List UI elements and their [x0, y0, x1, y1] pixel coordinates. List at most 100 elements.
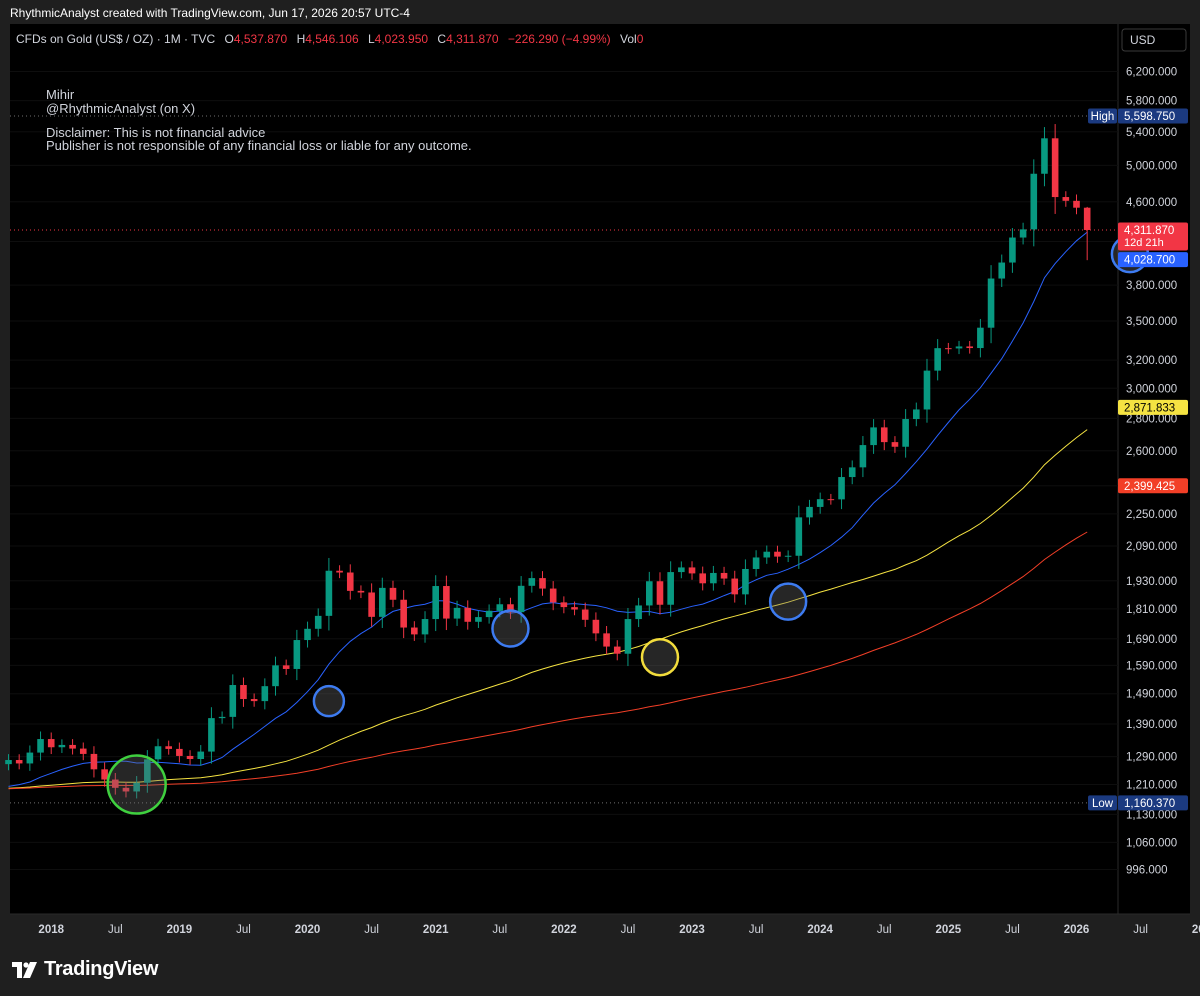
y-tick-label: 1,130.000: [1126, 809, 1177, 821]
candle-body: [453, 607, 461, 619]
volume-value: 0: [637, 32, 644, 46]
tradingview-brand[interactable]: TradingView: [12, 958, 158, 981]
candle-body: [133, 782, 140, 792]
candle: [389, 580, 397, 608]
candle-body: [998, 262, 1006, 279]
candle-body: [1062, 197, 1070, 201]
candle-body: [176, 748, 183, 756]
candle-body: [1009, 237, 1016, 263]
candle-body: [400, 599, 407, 628]
candle: [453, 600, 461, 626]
candle-body: [314, 615, 322, 629]
candle-body: [603, 633, 610, 647]
y-tick-label: 1,060.000: [1126, 837, 1177, 849]
annotation-circle: [640, 637, 680, 677]
x-tick-label: 2024: [807, 924, 833, 936]
currency-selector[interactable]: USD: [1121, 28, 1187, 52]
attribution-text: RhythmicAnalyst created with TradingView…: [10, 6, 410, 20]
candle-body: [688, 567, 696, 574]
low-value: 4,023.950: [375, 32, 429, 46]
price-label: 1,160.370 Low: [1088, 795, 1188, 811]
candle: [795, 505, 803, 569]
plot-area[interactable]: [10, 24, 1118, 914]
note-handle: @RhythmicAnalyst (on X): [46, 101, 195, 116]
x-tick-label: Jul: [1005, 924, 1020, 936]
candle: [272, 656, 279, 696]
candle-body: [592, 619, 600, 634]
price-label: 5,598.750 High: [1088, 108, 1188, 124]
candle: [15, 754, 23, 770]
candle-body: [891, 442, 899, 447]
candle: [1051, 124, 1059, 214]
candle: [891, 436, 899, 453]
price-label-value: 4,028.700: [1124, 255, 1175, 267]
candle-body: [37, 739, 44, 753]
candle-body: [987, 278, 995, 328]
y-tick-label: 996.000: [1126, 865, 1168, 877]
candle: [987, 265, 995, 344]
y-tick-label: 1,210.000: [1126, 780, 1177, 792]
y-tick-label: 1,390.000: [1126, 719, 1177, 731]
symbol-name: CFDs on Gold (US$ / OZ) · 1M · TVC: [16, 32, 215, 46]
candle-body: [1019, 229, 1027, 238]
candle: [934, 339, 941, 381]
price-label: 4,028.700: [1118, 252, 1188, 268]
candle: [977, 318, 984, 358]
moving-average-line: [8, 429, 1088, 789]
candle: [859, 436, 867, 478]
candle: [1041, 127, 1048, 187]
candle-body: [389, 587, 397, 600]
candle: [197, 745, 205, 766]
candle-body: [293, 640, 301, 669]
candle: [571, 601, 578, 616]
candle: [880, 419, 888, 451]
candle: [966, 340, 973, 354]
candle-body: [507, 604, 514, 613]
candle: [1009, 228, 1016, 273]
note-disclaimer-1: Disclaimer: This is not financial advice: [46, 125, 265, 140]
high-value: 4,546.106: [305, 32, 359, 46]
footer: TradingView: [0, 940, 1200, 996]
price-axis[interactable]: [1118, 24, 1190, 914]
change-value: −226.290 (−4.99%): [508, 32, 611, 46]
candle: [475, 611, 482, 628]
candle: [357, 585, 365, 599]
candle: [998, 254, 1006, 287]
candle: [336, 565, 343, 579]
x-tick-label: 2022: [551, 924, 577, 936]
candle-body: [902, 419, 909, 447]
candle: [368, 583, 375, 627]
candle: [1083, 206, 1091, 261]
candle-body: [208, 718, 215, 752]
candle-body: [112, 779, 119, 788]
candle: [304, 621, 311, 648]
candle-body: [485, 610, 493, 618]
candle: [133, 776, 140, 799]
candle: [346, 564, 354, 600]
price-chart[interactable]: 996.000 1,060.000 1,130.000 1,210.000 1,290.…: [0, 24, 1200, 940]
x-tick-label: Jul: [236, 924, 251, 936]
candle-body: [752, 557, 760, 569]
candle: [838, 467, 845, 510]
candle: [282, 659, 290, 675]
candle-body: [304, 628, 311, 641]
candle-body: [838, 477, 845, 500]
x-tick-label: Jul: [108, 924, 123, 936]
tradingview-logo-icon: [12, 961, 37, 978]
x-tick-label: Jul: [749, 924, 764, 936]
y-tick-label: 1,810.000: [1126, 604, 1177, 616]
candle-body: [966, 346, 973, 349]
candle: [603, 626, 610, 655]
candle-body: [678, 567, 685, 573]
y-tick-label: 6,200.000: [1126, 67, 1177, 79]
candle-body: [5, 760, 12, 765]
candle: [208, 707, 215, 764]
candle: [218, 711, 226, 724]
candle: [122, 782, 130, 798]
candle: [667, 561, 674, 617]
y-tick-label: 2,800.000: [1126, 413, 1177, 425]
annotation-circle: [312, 684, 346, 718]
candle: [592, 612, 600, 642]
candle-body: [250, 699, 258, 702]
